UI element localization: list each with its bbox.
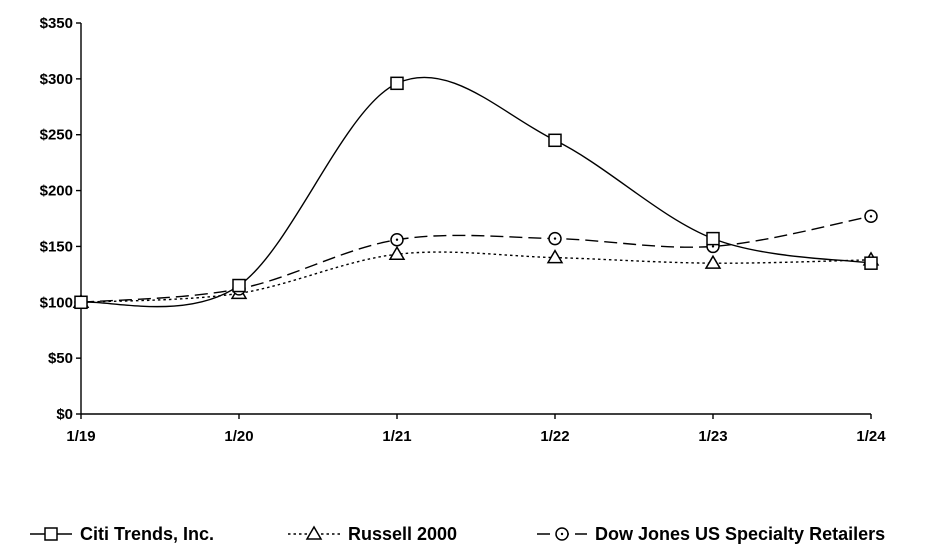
legend-item-russell-2000: Russell 2000 bbox=[288, 524, 457, 544]
x-tick-label: 1/19 bbox=[66, 428, 95, 445]
legend-item-dow-jones-us-specialty-retailers: Dow Jones US Specialty Retailers bbox=[537, 524, 885, 544]
y-tick-label: $350 bbox=[40, 15, 73, 32]
legend-label: Citi Trends, Inc. bbox=[80, 524, 214, 544]
y-tick-label: $0 bbox=[56, 406, 73, 423]
x-tick-label: 1/22 bbox=[540, 428, 569, 445]
legend-label: Russell 2000 bbox=[348, 524, 457, 544]
chart-axes bbox=[80, 23, 871, 415]
x-tick-label: 1/23 bbox=[698, 428, 727, 445]
data-point-citi-trends-inc bbox=[548, 133, 562, 148]
data-point-citi-trends-inc bbox=[74, 295, 88, 310]
y-tick-label: $150 bbox=[40, 238, 73, 255]
y-tick-label: $100 bbox=[40, 294, 73, 311]
y-tick-label: $50 bbox=[48, 350, 73, 367]
x-axis-ticks: 1/19 1/20 1/21 1/22 1/23 1/24 bbox=[66, 414, 886, 445]
series-lines bbox=[80, 76, 872, 308]
legend-item-citi-trends-inc: Citi Trends, Inc. bbox=[30, 524, 214, 544]
data-point-russell-2000 bbox=[546, 249, 564, 264]
x-tick-label: 1/20 bbox=[224, 428, 253, 445]
series-line-citi-trends-inc bbox=[80, 76, 872, 308]
data-point-russell-2000 bbox=[388, 245, 406, 260]
data-point-citi-trends-inc bbox=[864, 256, 878, 270]
data-point-dow-jones-us-specialty-retailers bbox=[390, 232, 404, 247]
series-line-dow-jones-us-specialty-retailers bbox=[80, 215, 872, 303]
data-point-dow-jones-us-specialty-retailers bbox=[864, 209, 878, 224]
legend-marker bbox=[305, 525, 323, 540]
data-point-citi-trends-inc bbox=[232, 278, 246, 293]
x-tick-label: 1/21 bbox=[382, 428, 411, 445]
x-tick-label: 1/24 bbox=[856, 428, 886, 445]
legend-marker bbox=[555, 527, 569, 541]
data-point-citi-trends-inc bbox=[390, 76, 404, 91]
y-tick-label: $300 bbox=[40, 71, 73, 88]
y-tick-label: $250 bbox=[40, 127, 73, 144]
series-markers bbox=[72, 76, 880, 310]
legend-marker bbox=[44, 527, 58, 541]
data-point-dow-jones-us-specialty-retailers bbox=[548, 231, 562, 246]
data-point-citi-trends-inc bbox=[706, 231, 720, 246]
data-point-russell-2000 bbox=[704, 254, 722, 269]
y-axis-ticks: $0 $50 $100 $150 $200 $250 $300 $350 bbox=[40, 15, 81, 423]
legend-label: Dow Jones US Specialty Retailers bbox=[595, 524, 885, 544]
legend: Citi Trends, Inc. Russell 2000 Dow Jones U… bbox=[30, 524, 885, 544]
y-tick-label: $200 bbox=[40, 183, 73, 200]
